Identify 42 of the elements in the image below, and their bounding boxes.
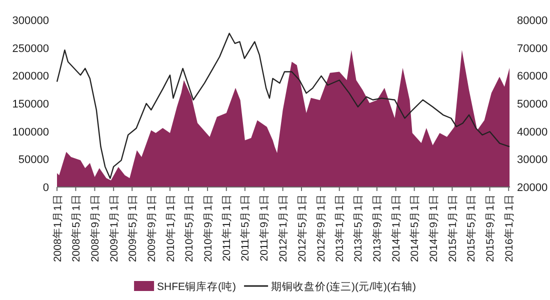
y2-tick-label: 60000: [517, 70, 548, 83]
y2-tick-label: 20000: [517, 182, 548, 194]
y2-tick-label: 40000: [517, 126, 548, 138]
x-tick-label: 2009年5月1日: [126, 194, 139, 262]
y2-tick-label: 50000: [517, 98, 548, 110]
x-tick-label: 2014年5月1日: [409, 194, 422, 262]
y-tick-label: 300000: [12, 15, 49, 27]
y-tick-label: 100000: [12, 126, 49, 138]
x-tick-label: 2011年9月1日: [258, 194, 271, 262]
y-tick-label: 200000: [12, 70, 49, 83]
y-tick-label: 0: [42, 182, 49, 194]
x-tick-label: 2012年9月1日: [315, 194, 328, 262]
x-tick-label: 2011年5月1日: [240, 194, 252, 262]
x-tick-label: 2009年9月1日: [146, 194, 158, 262]
x-tick-label: 2012年1月1日: [278, 194, 290, 262]
x-tick-label: 2012年5月1日: [296, 194, 308, 262]
x-tick-label: 2010年1月1日: [164, 194, 177, 262]
y2-tick-label: 30000: [517, 154, 548, 166]
x-tick-label: 2010年9月1日: [202, 194, 214, 262]
x-tick-label: 2013年5月1日: [352, 194, 365, 262]
x-tick-label: 2014年1月1日: [390, 194, 403, 262]
y2-tick-label: 70000: [517, 42, 548, 55]
x-tick-label: 2013年9月1日: [372, 194, 384, 262]
x-tick-label: 2008年9月1日: [90, 194, 102, 262]
x-tick-label: 2010年5月1日: [183, 194, 196, 262]
y2-tick-label: 80000: [517, 15, 548, 27]
x-tick-label: 2014年9月1日: [428, 194, 440, 262]
x-tick-label: 2009年1月1日: [108, 194, 120, 262]
x-tick-label: 2015年5月1日: [466, 194, 478, 262]
legend-label: 期铜收盘价(连三)(元/吨)(右轴): [271, 280, 416, 293]
x-tick-label: 2015年1月1日: [446, 194, 459, 262]
y-tick-label: 250000: [12, 42, 49, 55]
legend-label: SHFE铜库存(吨): [157, 280, 236, 293]
y-tick-label: 150000: [12, 98, 49, 110]
x-tick-label: 2008年1月1日: [52, 194, 64, 262]
x-tick-label: 2013年1月1日: [334, 194, 346, 262]
x-tick-label: 2008年5月1日: [70, 194, 82, 262]
x-tick-label: 2016年1月1日: [503, 194, 516, 262]
line-series: [56, 32, 510, 179]
x-tick-label: 2015年9月1日: [484, 194, 497, 262]
y-tick-label: 50000: [18, 154, 49, 166]
x-tick-label: 2011年1月1日: [221, 194, 234, 262]
